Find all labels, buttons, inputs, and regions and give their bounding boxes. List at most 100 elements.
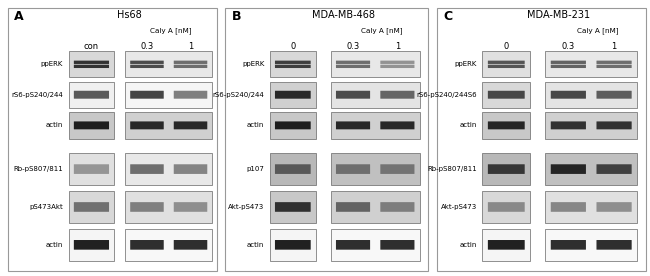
Bar <box>69 153 114 185</box>
FancyBboxPatch shape <box>380 121 415 129</box>
FancyBboxPatch shape <box>174 240 207 250</box>
FancyBboxPatch shape <box>130 164 164 174</box>
Text: 0.3: 0.3 <box>346 42 359 51</box>
Bar <box>545 112 637 139</box>
FancyBboxPatch shape <box>130 202 164 212</box>
Text: actin: actin <box>46 242 63 248</box>
Bar <box>125 51 213 77</box>
Text: Rb-pS807/811: Rb-pS807/811 <box>14 166 63 172</box>
FancyBboxPatch shape <box>551 202 586 212</box>
Bar <box>270 229 316 261</box>
FancyBboxPatch shape <box>275 202 311 212</box>
FancyBboxPatch shape <box>275 91 311 99</box>
FancyBboxPatch shape <box>597 65 632 68</box>
Bar <box>125 229 213 261</box>
FancyBboxPatch shape <box>597 164 632 174</box>
FancyBboxPatch shape <box>336 240 370 250</box>
FancyBboxPatch shape <box>130 65 164 68</box>
Text: Caly A [nM]: Caly A [nM] <box>361 27 402 34</box>
FancyBboxPatch shape <box>174 65 207 68</box>
FancyBboxPatch shape <box>380 164 415 174</box>
Bar <box>482 229 530 261</box>
FancyBboxPatch shape <box>336 61 370 64</box>
FancyBboxPatch shape <box>74 65 109 68</box>
Bar <box>69 229 114 261</box>
FancyBboxPatch shape <box>551 65 586 68</box>
Bar <box>125 112 213 139</box>
FancyBboxPatch shape <box>380 61 415 64</box>
Text: ppERK: ppERK <box>41 61 63 67</box>
Bar <box>331 229 420 261</box>
FancyBboxPatch shape <box>551 240 586 250</box>
Bar <box>331 81 420 108</box>
FancyBboxPatch shape <box>336 91 370 99</box>
FancyBboxPatch shape <box>275 65 311 68</box>
Bar <box>270 112 316 139</box>
Text: Caly A [nM]: Caly A [nM] <box>577 27 619 34</box>
Bar <box>331 51 420 77</box>
Text: MDA-MB-231: MDA-MB-231 <box>527 9 590 20</box>
FancyBboxPatch shape <box>74 202 109 212</box>
Text: 0: 0 <box>504 42 509 51</box>
Bar <box>69 51 114 77</box>
FancyBboxPatch shape <box>275 164 311 174</box>
FancyBboxPatch shape <box>488 240 525 250</box>
Text: pS473Akt: pS473Akt <box>29 204 63 210</box>
FancyBboxPatch shape <box>551 91 586 99</box>
Text: 0: 0 <box>290 42 296 51</box>
Bar <box>545 229 637 261</box>
FancyBboxPatch shape <box>597 91 632 99</box>
FancyBboxPatch shape <box>488 121 525 129</box>
Text: ppERK: ppERK <box>454 61 477 67</box>
Text: rS6-pS240/244: rS6-pS240/244 <box>12 92 63 98</box>
Bar <box>331 191 420 223</box>
FancyBboxPatch shape <box>174 164 207 174</box>
Text: actin: actin <box>460 122 477 128</box>
FancyBboxPatch shape <box>488 202 525 212</box>
Bar <box>482 153 530 185</box>
FancyBboxPatch shape <box>174 202 207 212</box>
FancyBboxPatch shape <box>174 91 207 99</box>
Text: rS6-pS240/244S6: rS6-pS240/244S6 <box>416 92 477 98</box>
Bar <box>69 81 114 108</box>
Text: p107: p107 <box>246 166 265 172</box>
FancyBboxPatch shape <box>551 164 586 174</box>
Text: 1: 1 <box>612 42 617 51</box>
Text: actin: actin <box>460 242 477 248</box>
Bar <box>545 191 637 223</box>
Text: 0.3: 0.3 <box>562 42 575 51</box>
FancyBboxPatch shape <box>488 61 525 64</box>
FancyBboxPatch shape <box>130 121 164 129</box>
FancyBboxPatch shape <box>174 121 207 129</box>
FancyBboxPatch shape <box>551 121 586 129</box>
FancyBboxPatch shape <box>74 91 109 99</box>
FancyBboxPatch shape <box>597 61 632 64</box>
Text: actin: actin <box>247 242 265 248</box>
Bar <box>270 191 316 223</box>
Bar <box>270 81 316 108</box>
FancyBboxPatch shape <box>130 61 164 64</box>
Text: Caly A [nM]: Caly A [nM] <box>150 27 192 34</box>
Bar <box>125 81 213 108</box>
Text: rS6-pS240/244: rS6-pS240/244 <box>213 92 265 98</box>
Bar <box>125 191 213 223</box>
Bar <box>69 191 114 223</box>
FancyBboxPatch shape <box>130 91 164 99</box>
FancyBboxPatch shape <box>551 61 586 64</box>
FancyBboxPatch shape <box>336 164 370 174</box>
Bar <box>482 191 530 223</box>
FancyBboxPatch shape <box>74 121 109 129</box>
Bar <box>482 112 530 139</box>
Text: ppERK: ppERK <box>242 61 265 67</box>
Text: Rb-pS807/811: Rb-pS807/811 <box>427 166 477 172</box>
Text: B: B <box>231 9 241 23</box>
Text: 1: 1 <box>395 42 400 51</box>
Bar <box>545 81 637 108</box>
FancyBboxPatch shape <box>488 91 525 99</box>
Text: actin: actin <box>247 122 265 128</box>
Text: Akt-pS473: Akt-pS473 <box>228 204 265 210</box>
Bar <box>482 81 530 108</box>
FancyBboxPatch shape <box>597 121 632 129</box>
FancyBboxPatch shape <box>74 240 109 250</box>
FancyBboxPatch shape <box>380 240 415 250</box>
